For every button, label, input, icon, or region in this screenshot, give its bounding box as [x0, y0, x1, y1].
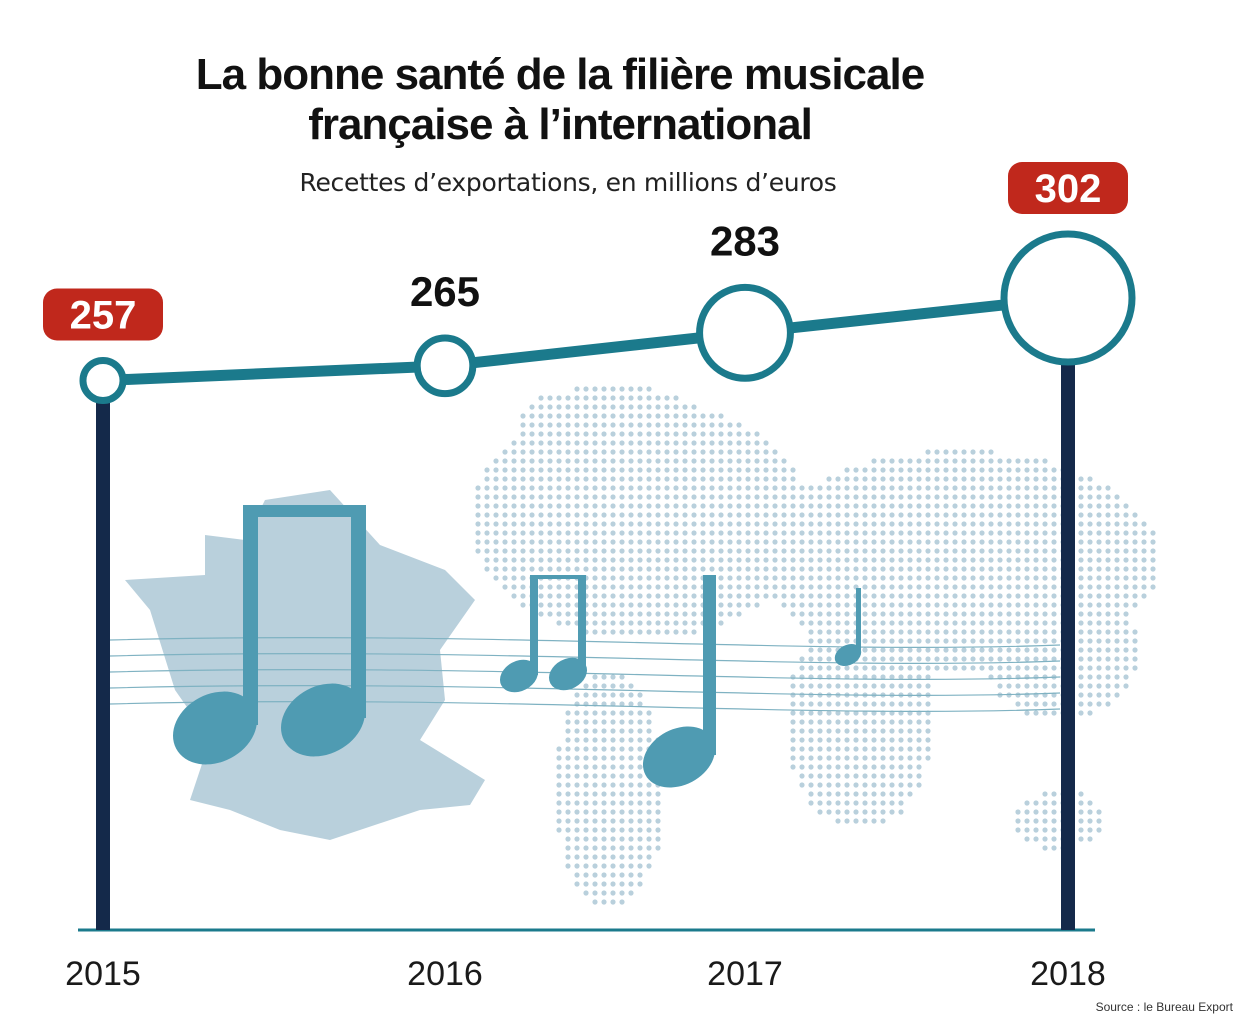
data-label-badge-2018: 302	[1008, 162, 1128, 214]
data-label-2015: 257	[70, 294, 137, 338]
music-note-stem	[243, 505, 258, 725]
music-note-beam	[243, 505, 366, 517]
staff-line	[109, 700, 1061, 713]
music-note-stem	[703, 575, 716, 755]
data-label-badge-2015: 257	[43, 288, 163, 341]
music-note-head	[280, 683, 366, 757]
year-post-2018	[1061, 298, 1075, 930]
x-tick-label-2016: 2016	[407, 955, 483, 993]
data-point-2018	[1000, 230, 1136, 366]
staff-line	[109, 668, 1061, 681]
chart-subtitle: Recettes d’exportations, en millions d’e…	[299, 168, 837, 197]
series-line-path	[102, 292, 1069, 386]
music-note-beam	[530, 575, 586, 579]
source-note: Source : le Bureau Export	[1095, 1000, 1233, 1014]
x-axis: 2015 2016 2017 2018	[65, 928, 1106, 993]
chart-title-line-2: française à l’international	[308, 100, 813, 149]
music-note-stem	[530, 575, 538, 675]
data-point-2017	[696, 283, 794, 382]
music-note-stem	[856, 588, 861, 654]
chart-title: La bonne santé de la filière musicale fr…	[0, 50, 1120, 150]
chart-title-line-1: La bonne santé de la filière musicale	[195, 50, 925, 99]
france-map-shape	[125, 490, 485, 840]
staff-line	[109, 652, 1061, 665]
world-map-dots	[475, 386, 1156, 905]
music-note-head	[499, 659, 539, 693]
music-note-head	[642, 726, 716, 788]
x-tick-label-2017: 2017	[707, 955, 783, 993]
music-note-stem	[351, 505, 366, 718]
data-points	[79, 230, 1136, 404]
x-tick-label-2015: 2015	[65, 955, 141, 993]
series-line	[102, 292, 1069, 386]
data-label-badge-bg	[43, 288, 163, 341]
music-note-stem	[578, 575, 586, 672]
data-label-2016: 265	[410, 268, 480, 315]
x-tick-label-2018: 2018	[1030, 955, 1106, 993]
year-posts	[96, 298, 1075, 930]
music-note-head	[834, 643, 862, 667]
data-point-2016	[413, 334, 477, 398]
data-label-2018: 302	[1035, 167, 1102, 211]
year-post-2015	[96, 380, 110, 930]
music-note-head	[172, 691, 258, 765]
data-label-badge-bg	[1008, 162, 1128, 214]
music-staff-decoration	[109, 636, 1061, 713]
staff-line	[109, 684, 1061, 697]
music-note-head	[548, 657, 588, 691]
music-notes-decoration	[172, 505, 862, 788]
data-label-2017: 283	[710, 217, 780, 264]
data-point-2015	[79, 357, 127, 404]
data-labels: 257 265 283 302	[43, 162, 1128, 341]
staff-line	[109, 636, 1061, 649]
world-map-background	[125, 386, 1156, 905]
